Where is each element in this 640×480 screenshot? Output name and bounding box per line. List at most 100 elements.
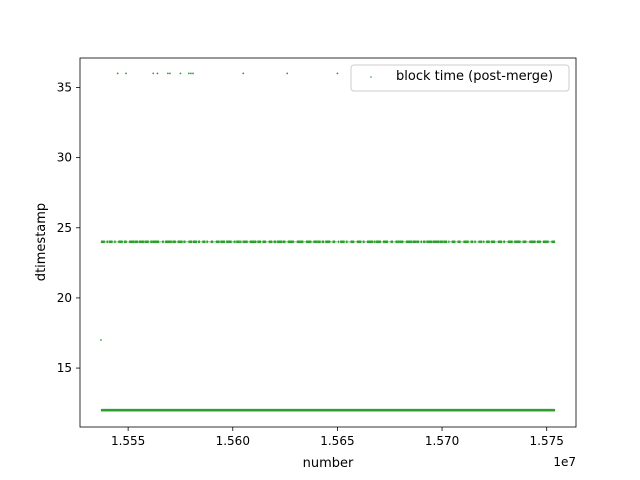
data-point-run — [313, 240, 318, 244]
data-point — [116, 72, 119, 75]
data-point — [156, 72, 159, 75]
data-point-run — [474, 240, 476, 244]
data-point-run — [416, 240, 420, 244]
data-point-run — [150, 240, 153, 244]
y-tick-label: 20 — [57, 291, 72, 305]
data-point-run — [457, 240, 461, 244]
data-point-run — [443, 240, 448, 244]
data-point-run — [551, 240, 556, 244]
data-point-run — [514, 240, 521, 244]
data-point-run — [100, 240, 105, 244]
data-point-run — [332, 240, 336, 244]
data-point — [166, 72, 169, 75]
data-point-run — [470, 240, 474, 244]
y-tick-label: 15 — [57, 361, 72, 375]
data-point-run — [242, 240, 248, 244]
data-point-run — [338, 240, 340, 244]
data-point-run — [106, 240, 109, 244]
data-point-run — [282, 240, 286, 244]
legend-marker — [370, 76, 372, 78]
data-point-run — [448, 240, 450, 244]
data-point-run — [432, 240, 435, 244]
x-tick-label: 1.575 — [530, 434, 564, 448]
x-offset-label: 1e7 — [553, 455, 576, 469]
data-point-run — [399, 240, 404, 244]
data-point-run — [276, 240, 283, 244]
data-point-run — [240, 240, 242, 244]
data-point-run — [497, 240, 503, 244]
data-point-run — [522, 240, 527, 244]
y-axis-ticks: 15 20 25 30 35 — [57, 80, 80, 375]
x-tick-label: 1.570 — [425, 434, 459, 448]
data-point-run — [362, 240, 365, 244]
data-point-run — [383, 240, 388, 244]
legend-entry: block time (post-merge) — [396, 69, 553, 84]
legend-box — [350, 64, 570, 92]
data-point-run — [273, 240, 277, 244]
data-point-run — [478, 240, 480, 244]
data-point — [152, 72, 155, 75]
data-point-run — [390, 240, 393, 244]
data-point-run — [296, 240, 304, 244]
data-point-run — [503, 240, 506, 244]
data-point — [169, 72, 171, 75]
x-tick-label: 1.560 — [216, 434, 250, 448]
data-point-run — [529, 240, 536, 244]
data-point-run — [350, 240, 355, 244]
data-point-run — [321, 240, 325, 244]
data-point-run — [249, 240, 257, 244]
data-point-run — [345, 240, 348, 244]
data-point-run — [374, 240, 376, 244]
data-point-run — [138, 240, 144, 244]
data-point-run — [287, 240, 294, 244]
data-point — [192, 72, 194, 75]
data-point-run — [305, 240, 312, 244]
data-point-run — [220, 240, 225, 244]
data-point-run — [490, 240, 496, 244]
data-point-run — [366, 240, 374, 244]
data-point-run — [412, 240, 417, 244]
data-point-run — [426, 240, 433, 244]
data-point-run — [268, 240, 273, 244]
data-point-run — [375, 240, 381, 244]
data-point-run — [536, 240, 541, 244]
data-point-run — [463, 240, 469, 244]
data-point-run — [439, 240, 443, 244]
data-point-run — [172, 240, 176, 244]
data-point-run — [356, 240, 362, 244]
data-band — [100, 408, 556, 412]
data-point-run — [188, 240, 193, 244]
data-point-run — [152, 240, 160, 244]
data-point-run — [134, 240, 139, 244]
data-point-run — [236, 240, 240, 244]
data-point — [100, 339, 102, 341]
data-point — [125, 72, 127, 75]
data-point-run — [162, 240, 164, 244]
data-point-run — [420, 240, 423, 244]
data-point-run — [165, 240, 172, 244]
data-point-run — [317, 240, 321, 244]
x-axis-ticks: 1.555 1.560 1.565 1.570 1.575 — [111, 427, 564, 448]
data-point-run — [423, 240, 426, 244]
y-tick-label: 30 — [57, 151, 72, 165]
data-point-run — [233, 240, 236, 244]
data-point — [190, 72, 192, 75]
data-point-run — [215, 240, 220, 244]
data-point-run — [405, 240, 412, 244]
data-point-run — [206, 240, 208, 244]
data-point-run — [210, 240, 214, 244]
band-layer — [100, 240, 556, 412]
point-layer — [100, 72, 339, 341]
data-point-run — [340, 240, 345, 244]
y-tick-label: 35 — [57, 80, 72, 94]
data-point-run — [129, 240, 135, 244]
data-point-run — [257, 240, 262, 244]
x-tick-label: 1.555 — [111, 434, 145, 448]
data-point-run — [483, 240, 485, 244]
y-tick-label: 25 — [57, 221, 72, 235]
data-point-run — [202, 240, 206, 244]
data-point-run — [262, 240, 267, 244]
data-point-run — [542, 240, 549, 244]
data-point-run — [397, 240, 400, 244]
